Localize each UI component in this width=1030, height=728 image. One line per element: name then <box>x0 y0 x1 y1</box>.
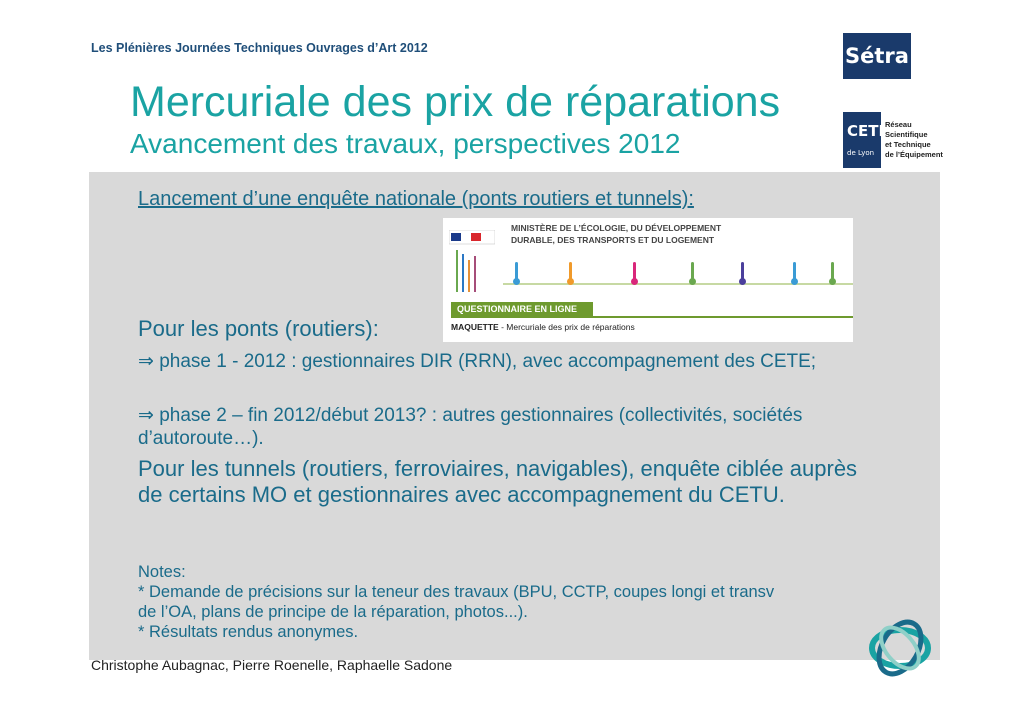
notes-line: de l’OA, plans de principe de la réparat… <box>138 603 528 621</box>
pin-icon <box>689 262 696 285</box>
tunnels-text: Pour les tunnels (routiers, ferroviaires… <box>138 456 858 507</box>
notes-heading: Notes: <box>138 563 186 581</box>
cete-logo-network: Réseau Scientifique et Technique de l’Éq… <box>885 120 945 160</box>
notes-block: Notes: * Demande de précisions sur la te… <box>138 562 928 642</box>
phase-1-text: ⇒ phase 1 - 2012 : gestionnaires DIR (RR… <box>138 351 817 372</box>
conference-header: Les Plénières Journées Techniques Ouvrag… <box>91 41 428 55</box>
cete-logo: CETE de Lyon Réseau Scientifique et Tech… <box>843 112 943 168</box>
cete-logo-box: CETE de Lyon <box>843 112 889 168</box>
notes-line: * Demande de précisions sur la teneur de… <box>138 583 775 601</box>
phase-2-text: ⇒ phase 2 – fin 2012/début 2013? : autre… <box>138 405 803 449</box>
knot-logo-icon <box>869 619 931 677</box>
survey-screenshot: MINISTÈRE DE L’ÉCOLOGIE, DU DÉVELOPPEMEN… <box>443 218 853 342</box>
cete-logo-city: de Lyon <box>847 149 875 157</box>
slide-title: Mercuriale des prix de réparations <box>130 78 781 126</box>
notes-line: * Résultats rendus anonymes. <box>138 623 359 641</box>
setra-logo: Sétra <box>843 33 911 79</box>
cete-network-line: Scientifique <box>885 130 928 139</box>
ministry-logo <box>449 230 495 292</box>
slide-subtitle: Avancement des travaux, perspectives 201… <box>130 128 681 159</box>
survey-caption-rest: - Mercuriale des prix de réparations <box>498 322 635 332</box>
ministry-name: MINISTÈRE DE L’ÉCOLOGIE, DU DÉVELOPPEMEN… <box>511 223 722 245</box>
pin-icon <box>791 262 798 285</box>
pin-icon <box>513 262 520 285</box>
lead-text: Lancement d’une enquête nationale (ponts… <box>138 188 694 210</box>
survey-caption-bold: MAQUETTE <box>451 322 499 332</box>
pin-icon <box>739 262 746 285</box>
banner-rule <box>451 316 853 318</box>
cete-logo-main: CETE <box>847 122 889 140</box>
footer-authors: Christophe Aubagnac, Pierre Roenelle, Ra… <box>91 657 453 673</box>
pin-icon <box>631 262 638 285</box>
pin-icon <box>829 262 836 285</box>
questionnaire-banner: QUESTIONNAIRE EN LIGNE <box>451 302 593 316</box>
cete-network-line: de l’Équipement <box>885 150 943 159</box>
survey-caption: MAQUETTE - Mercuriale des prix de répara… <box>451 322 635 332</box>
pin-icon <box>567 262 574 285</box>
ponts-heading: Pour les ponts (routiers): <box>138 316 379 341</box>
header-rule <box>503 283 853 285</box>
cete-network-line: Réseau <box>885 120 912 129</box>
cete-network-line: et Technique <box>885 140 931 149</box>
